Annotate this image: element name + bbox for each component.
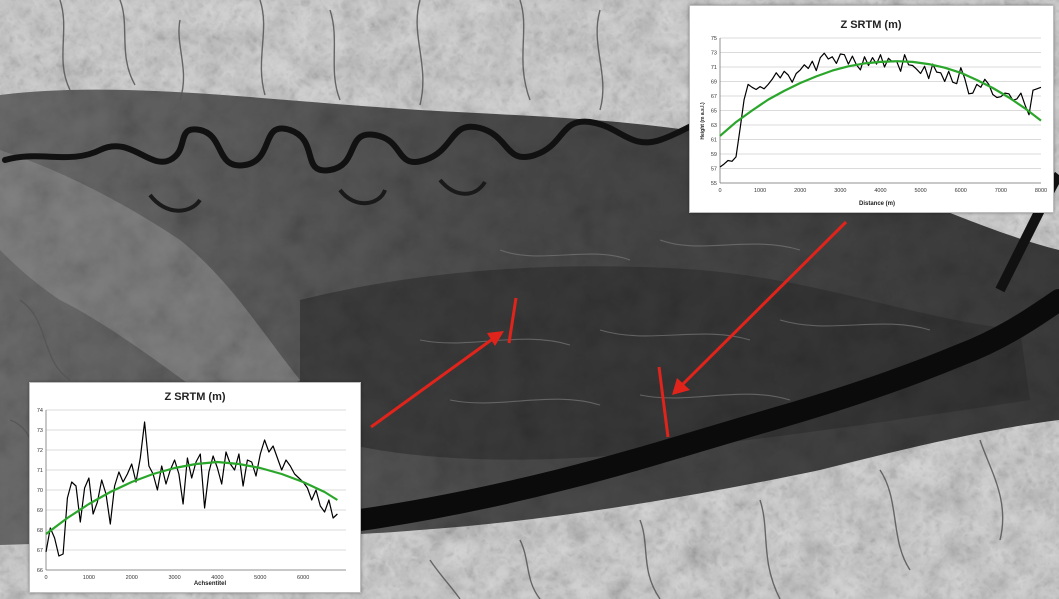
y-tick-label: 59 — [711, 152, 717, 158]
x-tick-label: 1000 — [83, 575, 95, 581]
x-tick-label: 0 — [44, 575, 47, 581]
profile-chart-left: Z SRTM (m) Achsentitel 66 67 68 69 70 71 72 73 7… — [29, 382, 361, 593]
river-oxbow-3 — [438, 178, 487, 196]
x-tick-label: 2000 — [126, 575, 138, 581]
arrow-to-left-chart — [370, 331, 504, 429]
y-tick-label: 71 — [37, 468, 43, 474]
y-tick-label: 70 — [37, 488, 43, 494]
series-line-trend — [719, 60, 1042, 137]
y-tick-label: 74 — [37, 408, 43, 414]
y-tick-label: 66 — [37, 568, 43, 574]
y-tick-label: 72 — [37, 448, 43, 454]
x-axis-label: Distance (m) — [859, 201, 895, 207]
x-tick-label: 1000 — [754, 188, 766, 194]
y-axis-label: Height (m a.s.l.) — [700, 102, 706, 140]
x-tick-label: 3000 — [834, 188, 846, 194]
y-tick-label: 69 — [37, 508, 43, 514]
y-tick-label: 67 — [711, 94, 717, 100]
y-tick-label: 73 — [711, 51, 717, 57]
x-tick-label: 3000 — [168, 575, 180, 581]
arrow-to-right-chart — [672, 220, 848, 395]
profile-line-south — [657, 366, 670, 438]
y-tick-label: 63 — [711, 123, 717, 129]
y-tick-label: 67 — [37, 548, 43, 554]
series-line-elevation — [45, 421, 338, 557]
chart-title: Z SRTM (m) — [840, 19, 901, 31]
series-line-elevation — [719, 52, 1042, 168]
x-axis-label: Achsentitel — [194, 581, 227, 587]
x-tick-label: 8000 — [1035, 188, 1047, 194]
profile-line-north — [507, 297, 518, 344]
x-tick-label: 6000 — [955, 188, 967, 194]
profile-chart-right: Z SRTM (m) Height (m a.s.l.) Distance (m… — [689, 5, 1054, 213]
series-line-trend — [45, 460, 338, 535]
x-tick-label: 5000 — [254, 575, 266, 581]
x-tick-label: 2000 — [794, 188, 806, 194]
x-tick-label: 4000 — [874, 188, 886, 194]
x-tick-label: 7000 — [995, 188, 1007, 194]
x-tick-label: 4000 — [211, 575, 223, 581]
chart-title: Z SRTM (m) — [164, 391, 225, 403]
y-tick-label: 71 — [711, 65, 717, 71]
x-tick-label: 0 — [718, 188, 721, 194]
y-tick-label: 65 — [711, 109, 717, 115]
river-oxbow-1 — [148, 193, 202, 213]
y-tick-label: 55 — [711, 181, 717, 187]
x-tick-label: 5000 — [915, 188, 927, 194]
y-tick-label: 73 — [37, 428, 43, 434]
y-tick-label: 75 — [711, 36, 717, 42]
y-tick-label: 61 — [711, 138, 717, 144]
y-tick-label: 57 — [711, 167, 717, 173]
river-oxbow-2 — [338, 188, 387, 206]
x-tick-label: 6000 — [297, 575, 309, 581]
main-river-south — [349, 289, 1059, 531]
y-tick-label: 68 — [37, 528, 43, 534]
y-tick-label: 69 — [711, 80, 717, 86]
